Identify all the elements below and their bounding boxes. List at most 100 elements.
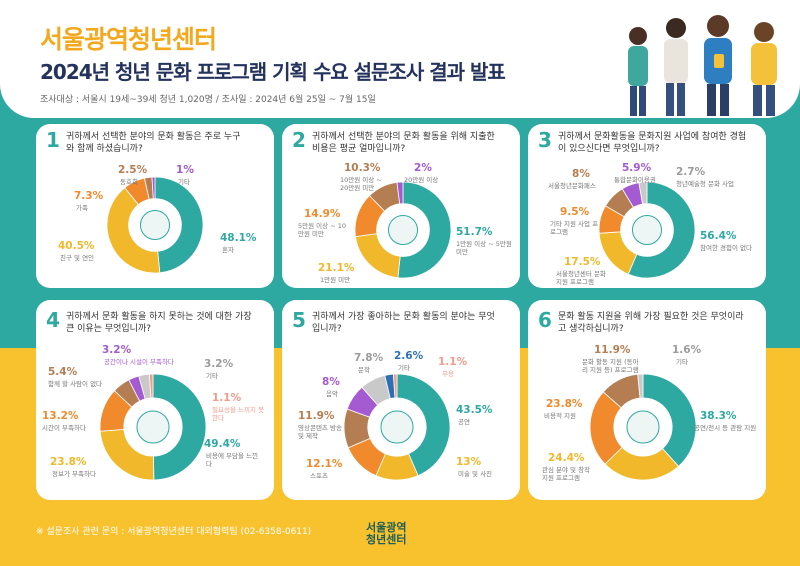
- q4-donut-chart: [99, 373, 207, 481]
- q4-slice-0-value: 49.4%: [204, 438, 241, 450]
- q2-number: 2: [292, 128, 306, 152]
- q3-slice-1-label: 서울청년센터 문화 지원 프로그램: [556, 270, 606, 286]
- q5-slice-1-value: 13%: [456, 456, 482, 468]
- q2-slice-1-value: 21.1%: [318, 262, 355, 274]
- q5-slice-6-value: 2.6%: [394, 350, 424, 362]
- q5-slice-2-value: 12.1%: [306, 458, 343, 470]
- q3-slice-5: [638, 181, 648, 205]
- q2-slice-0-label: 1만원 이상 ~ 5만원 미만: [456, 240, 512, 256]
- q1-slice-1-label: 친구 및 연인: [60, 254, 95, 262]
- q5-slice-7-value: 1.1%: [438, 356, 468, 368]
- q2-donut-chart: [354, 181, 452, 279]
- q4-slice-5-value: 3.2%: [204, 358, 234, 370]
- q6-slice-0-value: 38.3%: [700, 410, 737, 422]
- contact-footer: ※ 설문조사 관련 문의 : 서울광역청년센터 대외협력팀 (02-6358-0…: [36, 527, 312, 537]
- center-logo: 서울광역 청년센터: [366, 522, 406, 546]
- q4-slice-6: [148, 373, 154, 399]
- q3-slice-3-label: 서울청년문화패스: [548, 182, 596, 190]
- q3-slice-5-label: 청년예술청 문화 사업: [676, 180, 734, 188]
- q2-slice-3-value: 10.3%: [344, 162, 381, 174]
- q3-question: 귀하께서 문화활동을 문화지원 사업에 참여한 경험이 있으신다면 무엇입니까?: [558, 132, 747, 154]
- q1-slice-4-label: 기타: [178, 178, 190, 186]
- q4-slice-1-value: 23.8%: [50, 456, 87, 468]
- q6-slice-1-value: 24.4%: [548, 452, 585, 464]
- q1-slice-4: [151, 176, 156, 200]
- survey-meta: 조사대상 : 서울시 19세~39세 청년 1,020명 / 조사일 : 202…: [40, 95, 376, 105]
- q3-slice-2-value: 9.5%: [560, 206, 590, 218]
- q4-center-icon-disc: [136, 410, 170, 444]
- q5-question: 귀하께서 가장 좋아하는 문화 활동의 분야는 무엇입니까?: [312, 312, 495, 334]
- q1-slice-1: [106, 187, 161, 274]
- q1-donut-chart: [106, 176, 204, 274]
- q2-slice-4-value: 2%: [414, 162, 432, 174]
- q4-slice-2-value: 13.2%: [42, 410, 79, 422]
- q2-slice-1-label: 1만원 미만: [320, 276, 351, 284]
- q6-slice-2-label: 비용적 지원: [544, 412, 576, 420]
- q3-slice-0-label: 참여한 경험이 없다: [700, 244, 752, 252]
- q3-slice-3-value: 8%: [572, 168, 590, 180]
- q3-slice-5-value: 2.7%: [676, 166, 706, 178]
- q1-slice-0: [154, 176, 204, 274]
- q2-slice-0: [397, 181, 452, 279]
- logo-line-1: 서울광역: [366, 521, 407, 534]
- q6-slice-4: [637, 373, 644, 399]
- q6-center-icon-disc: [626, 410, 660, 444]
- q5-slice-3-value: 11.9%: [298, 410, 335, 422]
- q5-slice-2-label: 스포츠: [310, 472, 328, 480]
- q6-number: 6: [538, 308, 552, 332]
- q4-slice-3-label: 함께 할 사람이 없다: [48, 380, 103, 388]
- q4-slice-0: [152, 373, 207, 481]
- q4-number: 4: [46, 308, 60, 332]
- q6-slice-0-label: 공연/전시 등 관람 지원: [694, 424, 757, 432]
- q5-number: 5: [292, 308, 306, 332]
- q3-donut-chart: [598, 181, 696, 279]
- q5-slice-4-value: 8%: [322, 376, 340, 388]
- q5-slice-7-label: 무용: [442, 370, 454, 378]
- page-title: 2024년 청년 문화 프로그램 기획 수요 설문조사 결과 발표: [40, 60, 506, 84]
- q3-slice-4-value: 5.9%: [622, 162, 652, 174]
- q4-question: 귀하께서 문화 활동을 하지 못하는 것에 대한 가장 큰 이유는 무엇입니까?: [66, 312, 252, 334]
- q4-slice-6-label: 필요성을 느끼지 못한다: [212, 406, 264, 422]
- q4-slice-2-label: 시간이 부족하다: [42, 424, 86, 432]
- q3-center-icon-disc: [631, 214, 663, 246]
- q6-slice-1-label: 관심 분야 및 창작 지원 프로그램: [542, 466, 591, 482]
- q6-slice-3-label: 문화 활동 지원 (동아리 지원 등) 프로그램: [582, 358, 639, 374]
- q4-slice-0-label: 비용에 부담을 느낀다: [206, 452, 258, 468]
- q3-slice-1-value: 17.5%: [564, 256, 601, 268]
- young-people-illustration: [628, 15, 777, 116]
- q4-slice-4-value: 3.2%: [102, 344, 132, 356]
- q1-center-icon-disc: [139, 209, 171, 241]
- q6-slice-4-value: 1.6%: [672, 344, 702, 356]
- q6-slice-3-value: 11.9%: [594, 344, 631, 356]
- q6-slice-0: [642, 373, 697, 467]
- q3-slice-0-value: 56.4%: [700, 230, 737, 242]
- q5-slice-0-label: 공연: [458, 418, 470, 426]
- q1-slice-2-value: 7.3%: [74, 190, 104, 202]
- q1-slice-0-label: 혼자: [222, 246, 234, 254]
- q6-question: 문화 활동 지원을 위해 가장 필요한 것은 무엇이라고 생각하십니까?: [558, 312, 744, 334]
- q2-question: 귀하께서 선택한 분야의 문화 활동을 위해 지출한 비용은 평균 얼마입니까?: [312, 132, 495, 154]
- q5-slice-0: [396, 373, 451, 477]
- q5-center-icon-disc: [380, 410, 414, 444]
- q1-number: 1: [46, 128, 60, 152]
- q3-slice-2-label: 기타 지원 사업 프로그램: [550, 220, 599, 236]
- q2-slice-3-label: 10만원 이상 ~ 20만원 미만: [340, 176, 382, 192]
- q2-center-icon-disc: [387, 214, 419, 246]
- q6-slice-2-value: 23.8%: [546, 398, 583, 410]
- q2-slice-4-label: 20만원 이상: [404, 176, 439, 184]
- q6-slice-4-label: 기타: [676, 358, 688, 366]
- q2-slice-0-value: 51.7%: [456, 226, 493, 238]
- q5-slice-7: [392, 373, 398, 399]
- q5-slice-4-label: 음악: [326, 390, 338, 398]
- q5-slice-3-label: 영상콘텐츠 방송 및 제작: [298, 424, 342, 440]
- q6-donut-chart: [589, 373, 697, 481]
- q4-slice-5-label: 기타: [206, 372, 218, 380]
- q4-slice-6-value: 1.1%: [212, 392, 242, 404]
- q2-slice-2-value: 14.9%: [304, 208, 341, 220]
- q5-slice-1-label: 미술 및 사진: [458, 470, 493, 478]
- q3-slice-4-label: 통합문화이용권: [614, 176, 656, 184]
- q3-slice-0: [627, 181, 696, 279]
- q5-donut-chart: [343, 373, 451, 481]
- logo-line-2: 청년센터: [366, 533, 407, 546]
- q1-question: 귀하께서 선택한 분야의 문화 활동은 주로 누구와 함께 하셨습니까?: [66, 132, 241, 154]
